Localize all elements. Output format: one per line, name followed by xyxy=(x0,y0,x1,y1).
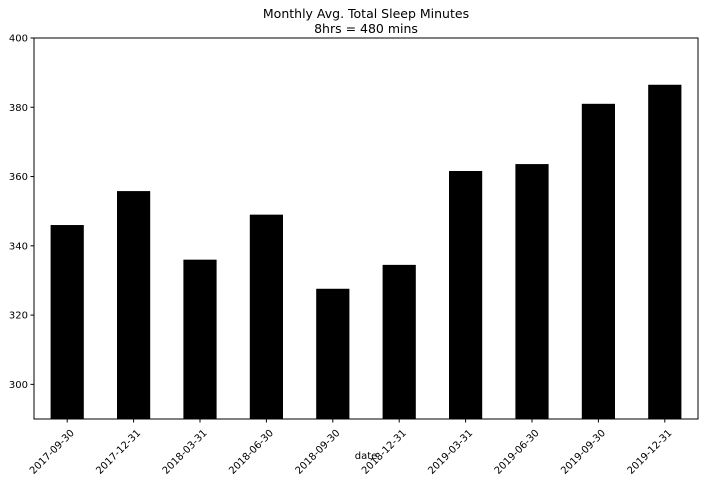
y-tick-label: 360 xyxy=(9,172,28,183)
chart-subtitle: 8hrs = 480 mins xyxy=(314,21,418,36)
y-tick-label: 300 xyxy=(9,380,28,391)
y-tick-label: 380 xyxy=(9,103,28,114)
x-tick-label: 2018-06-30 xyxy=(227,428,276,477)
bar xyxy=(183,259,217,419)
y-tick-label: 400 xyxy=(9,34,28,45)
bar xyxy=(449,171,483,419)
chart-title: Monthly Avg. Total Sleep Minutes xyxy=(263,6,469,21)
bar xyxy=(316,288,350,419)
x-tick-label: 2019-03-31 xyxy=(426,428,475,477)
x-tick-label: 2019-06-30 xyxy=(493,428,542,477)
bars-group xyxy=(50,84,682,419)
bar xyxy=(648,84,682,419)
bar xyxy=(515,164,549,419)
x-tick-label: 2017-09-30 xyxy=(28,428,77,477)
bar xyxy=(117,191,151,419)
x-tick-label: 2018-03-31 xyxy=(161,428,210,477)
x-tick-label: 2018-09-30 xyxy=(294,428,343,477)
x-tick-label: 2019-12-31 xyxy=(626,428,675,477)
bar xyxy=(382,264,416,419)
y-tick-label: 320 xyxy=(9,311,28,322)
plot-frame xyxy=(33,37,699,420)
x-tick-label: 2017-12-31 xyxy=(94,428,143,477)
bar xyxy=(249,214,283,419)
x-axis-label: date xyxy=(355,451,378,462)
bar xyxy=(50,225,84,419)
x-tick-label: 2019-09-30 xyxy=(559,428,608,477)
bar xyxy=(581,103,615,419)
y-tick-label: 340 xyxy=(9,241,28,252)
